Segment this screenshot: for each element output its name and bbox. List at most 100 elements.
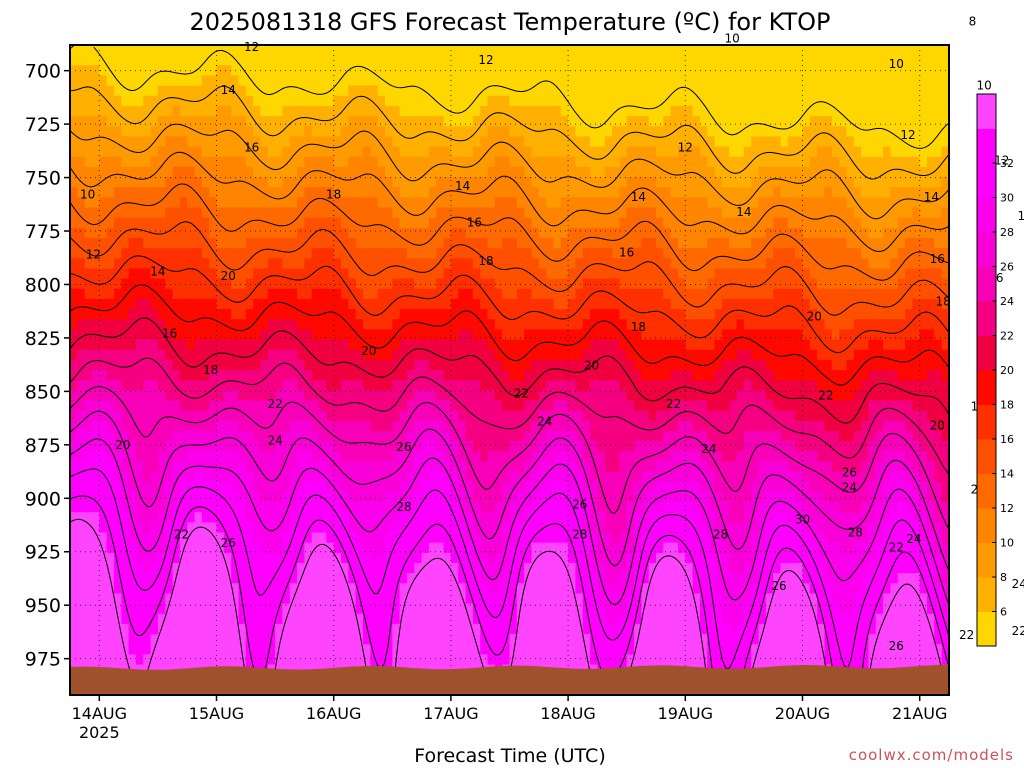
field-cell — [582, 623, 591, 635]
field-cell — [297, 532, 305, 544]
field-cell — [333, 491, 342, 503]
field-cell — [443, 187, 452, 198]
field-cell — [84, 75, 93, 87]
field-cell — [458, 288, 467, 300]
field-cell — [487, 512, 496, 523]
field-cell — [311, 329, 320, 341]
field-cell — [99, 623, 108, 635]
field-cell — [253, 268, 262, 280]
field-cell — [472, 166, 481, 178]
field-cell — [363, 430, 371, 442]
field-cell — [91, 471, 100, 483]
field-cell — [348, 187, 357, 198]
field-cell — [150, 329, 159, 341]
field-cell — [77, 359, 86, 371]
field-cell — [428, 593, 437, 605]
field-cell — [282, 573, 291, 584]
field-cell — [370, 481, 379, 493]
field-cell — [436, 441, 445, 452]
field-cell — [370, 187, 379, 198]
field-cell — [106, 552, 115, 564]
field-cell — [414, 359, 423, 371]
field-cell — [150, 268, 159, 280]
field-cell — [187, 329, 196, 341]
field-cell — [341, 390, 349, 402]
field-cell — [113, 359, 122, 371]
field-cell — [524, 329, 533, 341]
field-cell — [238, 380, 247, 391]
field-cell — [216, 248, 225, 259]
field-cell — [626, 319, 635, 330]
field-cell — [612, 298, 620, 310]
field-cell — [377, 623, 386, 635]
field-cell — [113, 105, 122, 117]
field-cell — [135, 583, 144, 595]
field-cell — [560, 65, 569, 77]
field-cell — [634, 156, 642, 168]
field-cell — [472, 481, 481, 493]
field-cell — [99, 481, 108, 493]
field-cell — [216, 654, 225, 666]
field-cell — [84, 227, 93, 239]
field-cell — [502, 116, 511, 127]
field-cell — [157, 217, 166, 229]
field-cell — [370, 319, 379, 330]
field-cell — [502, 75, 511, 87]
field-cell — [70, 654, 78, 666]
field-cell — [267, 491, 276, 503]
field-cell — [201, 451, 210, 463]
field-cell — [370, 65, 379, 77]
field-cell — [311, 309, 320, 320]
field-cell — [575, 512, 584, 523]
field-cell — [443, 217, 452, 229]
field-cell — [267, 319, 276, 330]
field-cell — [326, 491, 335, 503]
field-cell — [172, 237, 181, 249]
field-cell — [91, 237, 100, 249]
field-cell — [194, 329, 203, 341]
field-cell — [421, 177, 430, 188]
field-cell — [363, 166, 371, 178]
field-cell — [502, 420, 511, 432]
field-cell — [70, 177, 78, 188]
field-cell — [275, 146, 284, 158]
field-cell — [377, 380, 386, 391]
field-cell — [604, 552, 613, 564]
field-cell — [392, 512, 401, 523]
field-cell — [494, 451, 503, 463]
field-cell — [333, 207, 342, 219]
field-cell — [216, 85, 225, 97]
field-cell — [311, 654, 320, 666]
field-cell — [91, 55, 100, 66]
field-cell — [421, 278, 430, 290]
field-cell — [450, 187, 459, 198]
field-cell — [458, 136, 467, 148]
field-cell — [414, 491, 423, 503]
field-cell — [311, 156, 320, 168]
field-cell — [216, 451, 225, 463]
field-cell — [282, 197, 291, 209]
field-cell — [450, 491, 459, 503]
field-cell — [575, 105, 584, 117]
field-cell — [84, 370, 93, 381]
field-cell — [612, 136, 620, 148]
field-cell — [238, 370, 247, 381]
field-cell — [450, 390, 459, 402]
field-cell — [590, 400, 598, 412]
field-cell — [494, 105, 503, 117]
field-cell — [582, 116, 591, 127]
field-cell — [604, 105, 613, 117]
field-cell — [70, 573, 78, 584]
field-cell — [575, 177, 584, 188]
field-cell — [157, 45, 166, 56]
field-cell — [341, 166, 349, 178]
field-cell — [348, 45, 357, 56]
field-cell — [553, 319, 562, 330]
field-cell — [187, 75, 196, 87]
field-cell — [487, 339, 496, 351]
field-cell — [472, 288, 481, 300]
field-cell — [128, 95, 137, 107]
field-cell — [626, 75, 635, 87]
field-cell — [194, 603, 203, 615]
field-cell — [143, 298, 152, 310]
